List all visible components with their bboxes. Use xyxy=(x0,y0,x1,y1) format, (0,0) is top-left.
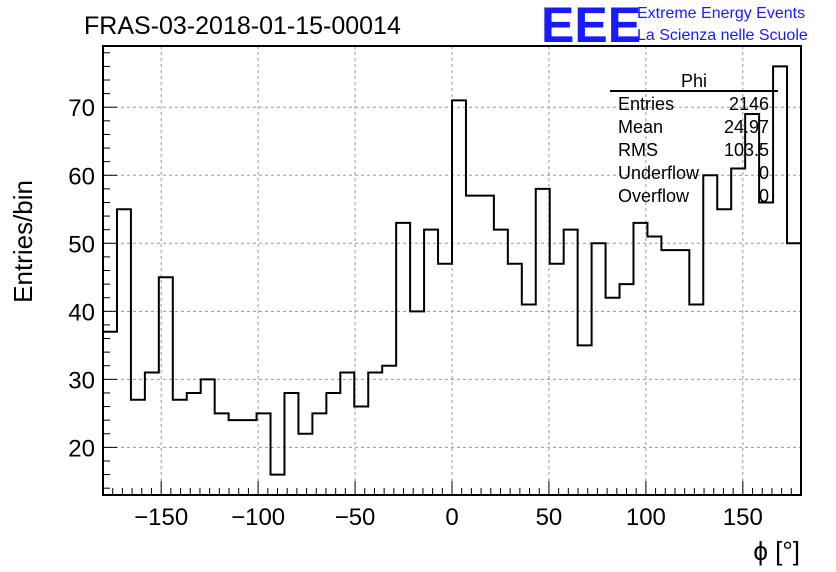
x-tick-label: 50 xyxy=(536,504,563,531)
logo-mark: EEE xyxy=(541,0,641,53)
stats-label: Underflow xyxy=(618,163,700,183)
y-tick-label: 60 xyxy=(68,163,95,190)
stats-value: 24.97 xyxy=(724,117,769,137)
y-tick-labels: 20 30 40 50 60 70 xyxy=(68,95,95,462)
x-axis-title: ϕ [°] xyxy=(753,536,800,566)
y-tick-label: 50 xyxy=(68,231,95,258)
stats-box: Phi Entries 2146 Mean 24.97 RMS 103.5 Underflo… xyxy=(610,71,778,206)
x-tick-label: 100 xyxy=(626,504,666,531)
y-tick-label: 70 xyxy=(68,95,95,122)
y-tick-label: 30 xyxy=(68,367,95,394)
x-tick-labels: −150 −100 −50 0 50 100 150 xyxy=(134,504,763,531)
logo-line-2: La Scienza nelle Scuole xyxy=(637,27,808,44)
stats-label: Mean xyxy=(618,117,663,137)
y-tick-label: 40 xyxy=(68,299,95,326)
eee-logo: EEE Extreme Energy Events La Scienza nel… xyxy=(541,0,808,53)
stats-value: 0 xyxy=(759,163,769,183)
x-tick-label: 150 xyxy=(723,504,763,531)
y-tick-label: 20 xyxy=(68,435,95,462)
histogram-line xyxy=(103,65,801,476)
y-axis-title: Entries/bin xyxy=(8,180,38,303)
stats-value: 2146 xyxy=(729,94,769,114)
x-tick-label: −150 xyxy=(134,504,188,531)
stats-rows: Entries 2146 Mean 24.97 RMS 103.5 Underflow 0 Ov… xyxy=(618,94,769,206)
stats-box-title: Phi xyxy=(681,71,707,91)
stats-value: 0 xyxy=(759,186,769,206)
axis-ticks xyxy=(103,52,792,495)
stats-label: Overflow xyxy=(618,186,690,206)
chart-title: FRAS-03-2018-01-15-00014 xyxy=(84,12,401,40)
stats-label: RMS xyxy=(618,140,658,160)
x-tick-label: −100 xyxy=(231,504,285,531)
stats-label: Entries xyxy=(618,94,674,114)
x-tick-label: 0 xyxy=(445,504,458,531)
logo-line-1: Extreme Energy Events xyxy=(637,5,805,22)
stats-value: 103.5 xyxy=(724,140,769,160)
x-tick-label: −50 xyxy=(335,504,376,531)
